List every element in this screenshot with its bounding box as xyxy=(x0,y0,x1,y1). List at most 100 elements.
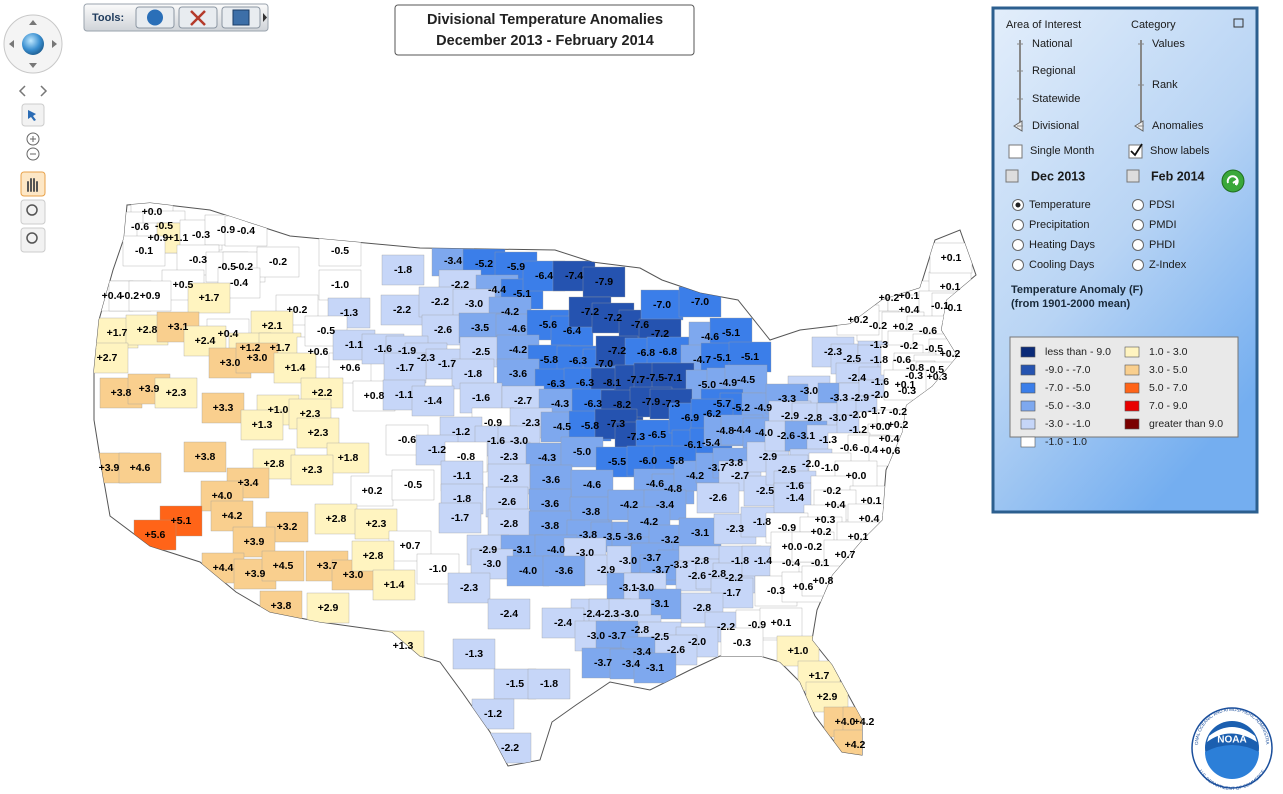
parameter-radio[interactable] xyxy=(1012,259,1024,271)
division-label: -1.7 xyxy=(868,405,886,417)
division-label: +3.3 xyxy=(213,402,234,414)
division-label: -0.5 xyxy=(317,325,335,337)
division-label: -1.6 xyxy=(472,392,490,404)
division-label: +3.7 xyxy=(317,560,338,572)
collapse-arrow[interactable] xyxy=(263,13,267,22)
legend-subtitle: (from 1901-2000 mean) xyxy=(1011,298,1131,310)
division-label: +1.0 xyxy=(788,645,809,657)
calendar-icon[interactable] xyxy=(1005,169,1019,183)
division-label: -2.6 xyxy=(667,644,685,656)
legend-swatch xyxy=(1020,418,1036,430)
parameter-label[interactable]: Z-Index xyxy=(1149,259,1187,271)
division-label: -1.8 xyxy=(753,516,771,528)
end-date[interactable]: Feb 2014 xyxy=(1151,169,1205,183)
division-label: -0.9 xyxy=(217,224,235,236)
parameter-label[interactable]: Temperature xyxy=(1029,199,1091,211)
division-label: -1.6 xyxy=(487,435,505,447)
parameter-label[interactable]: PHDI xyxy=(1149,239,1175,251)
division-label: -2.6 xyxy=(777,430,795,442)
division-label: -7.2 xyxy=(604,312,622,324)
division-label: -6.3 xyxy=(576,377,594,389)
parameter-label[interactable]: PDSI xyxy=(1149,199,1175,211)
division-label: -3.0 xyxy=(829,412,847,424)
single-month-checkbox[interactable] xyxy=(1008,144,1023,159)
division-label: -0.1 xyxy=(944,302,962,314)
division-label: -4.2 xyxy=(501,306,519,318)
division-label: -1.2 xyxy=(452,426,470,438)
parameter-label[interactable]: Cooling Days xyxy=(1029,259,1095,271)
radio-selected xyxy=(1015,202,1021,208)
start-date[interactable]: Dec 2013 xyxy=(1031,169,1085,183)
division-label: +3.4 xyxy=(238,477,259,489)
parameter-radio[interactable] xyxy=(1012,239,1024,251)
division-label: -2.3 xyxy=(726,523,744,535)
division-label: -2.2 xyxy=(725,572,743,584)
division xyxy=(542,555,586,587)
parameter-radio[interactable] xyxy=(1132,259,1144,271)
legend-label: -5.0 - -3.0 xyxy=(1045,400,1091,412)
division-label: -3.0 xyxy=(587,630,605,642)
division xyxy=(128,280,172,312)
area-option[interactable]: National xyxy=(1032,38,1072,50)
division-label: +2.4 xyxy=(195,335,216,347)
division-label: +0.4 xyxy=(859,513,880,525)
division-label: -3.5 xyxy=(471,322,489,334)
division-label: +2.2 xyxy=(312,387,333,399)
maximize-icon[interactable] xyxy=(1233,18,1244,28)
parameter-label[interactable]: Precipitation xyxy=(1029,219,1090,231)
calendar-icon[interactable] xyxy=(1126,169,1140,183)
globe-button[interactable] xyxy=(22,33,44,55)
title-box xyxy=(394,4,695,56)
division-label: -4.3 xyxy=(538,452,556,464)
division-label: -2.5 xyxy=(843,353,861,365)
division xyxy=(487,508,531,540)
parameter-label[interactable]: Heating Days xyxy=(1029,239,1096,251)
division-label: -3.1 xyxy=(651,598,669,610)
category-option[interactable]: Rank xyxy=(1152,79,1178,91)
division xyxy=(570,469,614,501)
single-month-label: Single Month xyxy=(1030,145,1094,157)
division-label: -6.9 xyxy=(681,412,699,424)
area-option[interactable]: Divisional xyxy=(1032,120,1079,132)
division-label: -6.1 xyxy=(684,439,702,451)
history-arrows[interactable] xyxy=(18,85,48,97)
area-option[interactable]: Regional xyxy=(1032,65,1075,77)
area-heading: Area of Interest xyxy=(1006,19,1081,31)
division-label: -4.0 xyxy=(547,544,565,556)
division-label: -7.3 xyxy=(662,398,680,410)
division-label: -5.2 xyxy=(732,402,750,414)
parameter-radio[interactable] xyxy=(1132,219,1144,231)
zoom-in-tool[interactable] xyxy=(20,199,46,225)
division-label: -2.3 xyxy=(824,346,842,358)
division-label: +0.0 xyxy=(870,421,891,433)
division-label: -0.3 xyxy=(905,370,923,382)
zoom-out-tool[interactable] xyxy=(20,227,46,253)
division-label: -2.6 xyxy=(709,492,727,504)
title-line: Divisional Temperature Anomalies xyxy=(427,12,663,28)
division-label: -4.3 xyxy=(551,398,569,410)
parameter-label[interactable]: PMDI xyxy=(1149,219,1177,231)
check-mark xyxy=(1130,143,1143,157)
category-option[interactable]: Anomalies xyxy=(1152,120,1204,132)
division-label: -1.2 xyxy=(484,708,502,720)
division-label: -0.5 xyxy=(926,364,944,376)
area-option[interactable]: Statewide xyxy=(1032,93,1080,105)
division-label: +0.3 xyxy=(815,514,836,526)
parameter-radio[interactable] xyxy=(1132,199,1144,211)
legend-swatch xyxy=(1020,364,1036,376)
category-option[interactable]: Values xyxy=(1152,38,1185,50)
division-label: -7.5 xyxy=(646,372,664,384)
division-label: +2.1 xyxy=(262,320,283,332)
parameter-radio[interactable] xyxy=(1132,239,1144,251)
division-label: +0.6 xyxy=(340,362,361,374)
division-label: -5.5 xyxy=(608,456,626,468)
division-label: -4.5 xyxy=(737,374,755,386)
parameter-radio[interactable] xyxy=(1012,219,1024,231)
division-label: -2.5 xyxy=(778,464,796,476)
go-button[interactable] xyxy=(1221,169,1245,193)
division-label: -4.0 xyxy=(519,565,537,577)
division xyxy=(306,592,350,624)
division-label: -2.2 xyxy=(717,621,735,633)
division-label: +1.2 xyxy=(240,342,261,354)
